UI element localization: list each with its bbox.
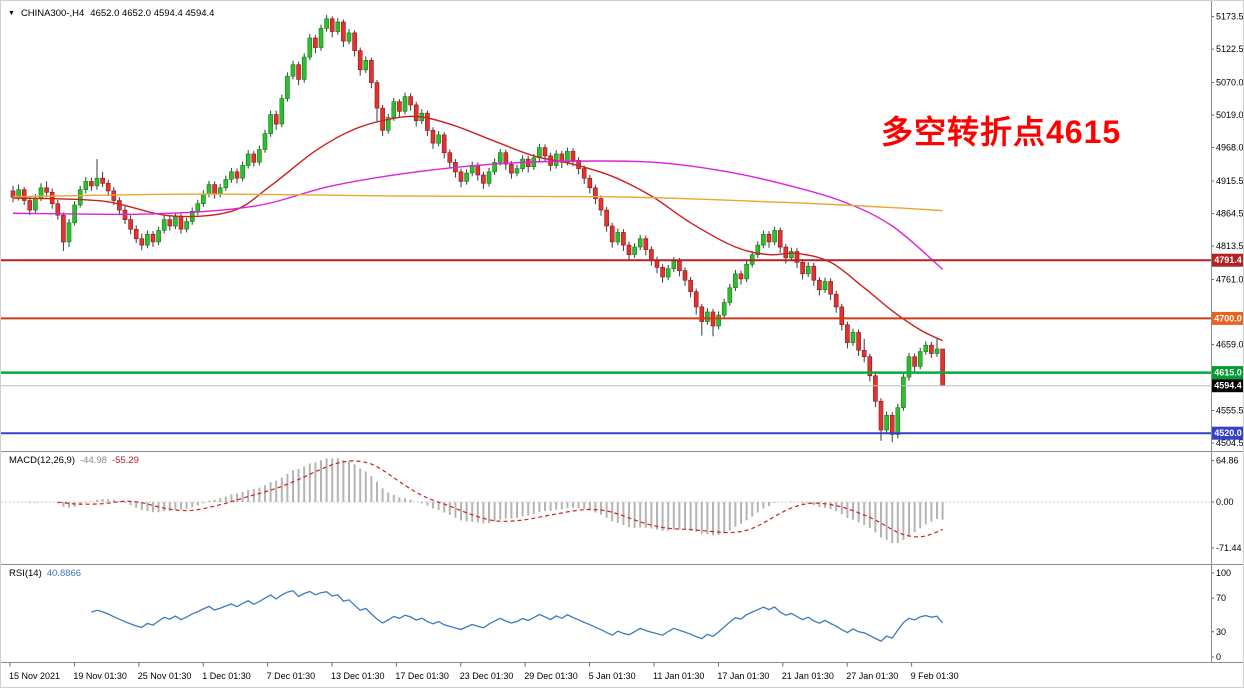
svg-text:5122.5: 5122.5 [1216, 44, 1244, 54]
svg-text:25 Nov 01:30: 25 Nov 01:30 [138, 671, 192, 681]
svg-text:27 Jan 01:30: 27 Jan 01:30 [846, 671, 898, 681]
rsi-axis-labels[interactable]: 100 70 30 0 [1211, 568, 1231, 662]
price-tag-4791.4: 4791.4 [1212, 253, 1243, 267]
svg-text:0.00: 0.00 [1216, 497, 1234, 507]
svg-text:0: 0 [1216, 652, 1221, 662]
svg-text:29 Dec 01:30: 29 Dec 01:30 [524, 671, 578, 681]
svg-text:5019.0: 5019.0 [1216, 110, 1244, 120]
ma-medium-line [12, 160, 944, 270]
rsi-value: 40.8866 [46, 568, 82, 579]
svg-text:4520.0: 4520.0 [1214, 428, 1242, 438]
macd-name: MACD(12,26,9) [9, 455, 75, 466]
price-tag-4700.0: 4700.0 [1212, 311, 1243, 325]
time-axis-labels[interactable]: 15 Nov 2021 19 Nov 01:30 25 Nov 01:30 1 Dec… [9, 663, 959, 681]
macd-value-main: -44.98 [80, 455, 107, 466]
svg-text:4555.5: 4555.5 [1216, 406, 1244, 416]
macd-value-signal: -55.29 [111, 455, 139, 466]
svg-text:4659.0: 4659.0 [1216, 340, 1244, 350]
svg-text:1 Dec 01:30: 1 Dec 01:30 [202, 671, 251, 681]
macd-histogram [17, 458, 944, 544]
svg-text:70: 70 [1216, 593, 1226, 603]
symbol-period-label: CHINA300-,H4 [20, 8, 85, 19]
candlestick-series [10, 15, 945, 443]
svg-text:4700.0: 4700.0 [1214, 313, 1242, 323]
chart-header: ▼ CHINA300-,H4 4652.0 4652.0 4594.4 4594… [8, 8, 214, 19]
svg-text:23 Dec 01:30: 23 Dec 01:30 [460, 671, 514, 681]
svg-text:-71.44: -71.44 [1216, 543, 1242, 553]
rsi-name: RSI(14) [9, 568, 42, 579]
svg-text:4813.5: 4813.5 [1216, 241, 1244, 251]
ohlc-values: 4652.0 4652.0 4594.4 4594.4 [90, 8, 215, 19]
svg-text:21 Jan 01:30: 21 Jan 01:30 [782, 671, 834, 681]
svg-text:4761.0: 4761.0 [1216, 275, 1244, 285]
svg-text:64.86: 64.86 [1216, 455, 1239, 465]
macd-signal-line [57, 460, 943, 538]
svg-text:30: 30 [1216, 627, 1226, 637]
svg-text:4615.0: 4615.0 [1214, 368, 1242, 378]
svg-text:4791.4: 4791.4 [1214, 255, 1242, 265]
chart-dropdown-icon[interactable]: ▼ [8, 10, 15, 17]
ma-slow-line [12, 193, 943, 212]
svg-text:11 Jan 01:30: 11 Jan 01:30 [653, 671, 704, 681]
rsi-indicator-label: RSI(14) 40.8866 [9, 568, 81, 579]
svg-text:17 Dec 01:30: 17 Dec 01:30 [395, 671, 449, 681]
ma-fast-line [12, 115, 943, 342]
svg-text:15 Nov 2021: 15 Nov 2021 [9, 671, 60, 681]
annotation-text: 多空转折点4615 [881, 114, 1122, 150]
macd-axis-labels[interactable]: 64.86 0.00 -71.44 [1211, 455, 1242, 553]
price-tag-4594.4: 4594.4 [1212, 379, 1243, 393]
svg-text:100: 100 [1216, 568, 1231, 578]
svg-text:5173.5: 5173.5 [1216, 12, 1244, 22]
svg-text:5070.0: 5070.0 [1216, 78, 1244, 88]
svg-text:9 Feb 01:30: 9 Feb 01:30 [911, 671, 959, 681]
svg-text:17 Jan 01:30: 17 Jan 01:30 [717, 671, 769, 681]
svg-text:4504.5: 4504.5 [1216, 438, 1244, 448]
price-tag-4520.0: 4520.0 [1212, 426, 1243, 440]
svg-text:4594.4: 4594.4 [1214, 381, 1242, 391]
price-tag-4615.0: 4615.0 [1212, 366, 1243, 380]
svg-text:4864.5: 4864.5 [1216, 209, 1244, 219]
panel-separators[interactable] [1, 1, 1244, 663]
svg-text:19 Nov 01:30: 19 Nov 01:30 [73, 671, 127, 681]
svg-text:7 Dec 01:30: 7 Dec 01:30 [267, 671, 316, 681]
svg-text:4968.0: 4968.0 [1216, 143, 1244, 153]
svg-text:4915.5: 4915.5 [1216, 176, 1244, 186]
svg-text:5 Jan 01:30: 5 Jan 01:30 [589, 671, 636, 681]
macd-indicator-label: MACD(12,26,9) -44.98 -55.29 [9, 455, 139, 466]
svg-text:13 Dec 01:30: 13 Dec 01:30 [331, 671, 385, 681]
rsi-line [91, 590, 944, 642]
